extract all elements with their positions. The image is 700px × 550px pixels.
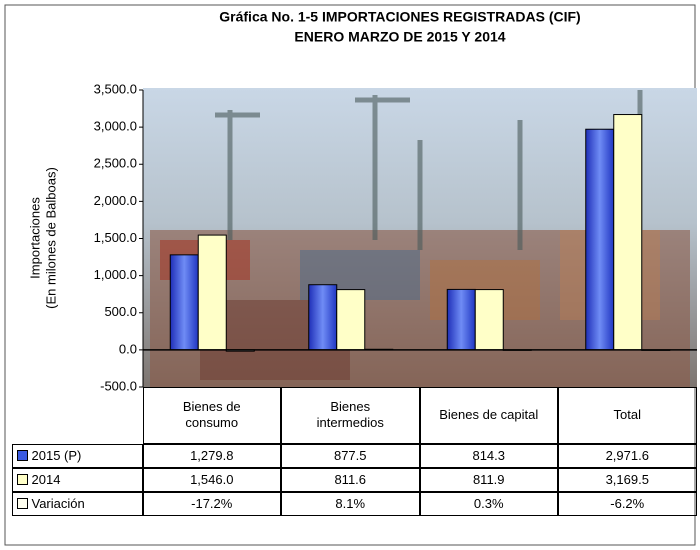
- y-tick-label: 2,000.0: [94, 193, 137, 208]
- table-cell: 811.9: [419, 467, 558, 492]
- bar: [336, 289, 366, 351]
- table-cell: 8.1%: [281, 491, 420, 516]
- y-tick-label: 3,000.0: [94, 119, 137, 134]
- table-cell: 0.3%: [419, 491, 558, 516]
- y-tick-label: 500.0: [104, 304, 137, 319]
- table-cell: 1,546.0: [142, 467, 281, 492]
- legend-cell: Variación: [11, 491, 143, 516]
- y-axis-label: (En milones de Balboas): [43, 167, 58, 309]
- y-axis-label: Importaciones: [27, 197, 42, 279]
- y-tick-label: 0.0: [119, 341, 137, 356]
- table-cell: 814.3: [419, 443, 558, 468]
- legend-swatch: [16, 450, 28, 461]
- bar: [613, 114, 643, 351]
- legend-swatch: [16, 474, 28, 485]
- legend-cell: 2014: [11, 467, 143, 492]
- y-tick-label: -500.0: [100, 378, 137, 393]
- y-tick-label: 2,500.0: [94, 156, 137, 171]
- bar: [446, 288, 476, 351]
- table-cell: 3,169.5: [558, 467, 697, 492]
- table-cell: 1,279.8: [142, 443, 281, 468]
- legend-label: 2015 (P): [31, 447, 82, 463]
- table-cell: 811.6: [281, 467, 420, 492]
- table-header: Bienes de capital: [419, 386, 558, 444]
- chart-title: ENERO MARZO DE 2015 Y 2014: [294, 29, 505, 45]
- bar: [474, 289, 504, 351]
- table-header: Bienes de consumo: [142, 386, 281, 444]
- legend-swatch: [16, 498, 28, 509]
- chart-title: Gráfica No. 1-5 IMPORTACIONES REGISTRADA…: [219, 9, 580, 25]
- table-cell: 877.5: [281, 443, 420, 468]
- bar: [308, 284, 338, 351]
- table-header: Total: [558, 386, 697, 444]
- table-cell: 2,971.6: [558, 443, 697, 468]
- table-cell: -17.2%: [142, 491, 281, 516]
- y-tick-label: 3,500.0: [94, 81, 137, 96]
- y-tick-label: 1,500.0: [94, 230, 137, 245]
- legend-cell: 2015 (P): [11, 443, 143, 468]
- bar: [169, 254, 199, 351]
- table-cell: -6.2%: [558, 491, 697, 516]
- legend-label: Variación: [31, 495, 85, 511]
- y-tick-label: 1,000.0: [94, 267, 137, 282]
- table-header: Bienes intermedios: [281, 386, 420, 444]
- bar: [197, 234, 227, 351]
- legend-label: 2014: [31, 471, 61, 487]
- bar: [585, 128, 615, 351]
